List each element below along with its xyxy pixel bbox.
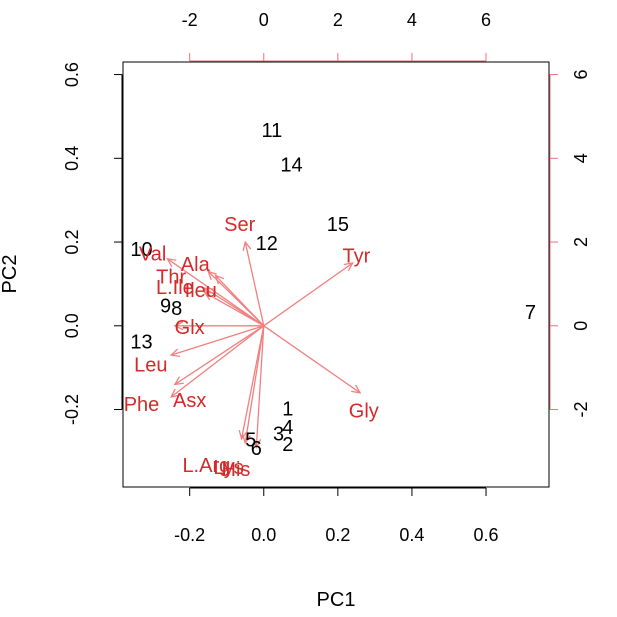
variable-arrowhead <box>214 274 225 285</box>
variable-arrow-tyr <box>263 262 354 327</box>
y-tick-label: 0.2 <box>62 230 82 255</box>
variable-arrowhead <box>252 438 262 449</box>
variable-arrow-val <box>167 258 265 327</box>
observation-label-5: 5 <box>245 430 256 452</box>
variable-arrowhead <box>166 257 177 267</box>
variable-arrowhead <box>343 262 354 272</box>
variable-arrow-lys <box>244 325 265 444</box>
variable-label-thr: Thr <box>156 266 186 288</box>
variable-label-l-ile: L.Ile <box>156 277 194 299</box>
observation-label-2: 2 <box>282 434 293 456</box>
variable-label-l-arg: L.Arg <box>182 455 230 477</box>
variable-arrowhead <box>169 388 181 398</box>
variable-label-tyr: Tyr <box>342 245 370 267</box>
variable-label-asx: Asx <box>173 390 206 412</box>
variable-label-glx: Glx <box>175 317 205 339</box>
y-tick-label: 0.6 <box>62 62 82 87</box>
observation-label-15: 15 <box>327 214 349 236</box>
observation-label-13: 13 <box>130 331 152 353</box>
variable-arrowhead <box>203 287 214 297</box>
variable-arrowhead <box>238 429 248 441</box>
top-axis-tick-label: 6 <box>481 10 491 30</box>
right-axis-tick-label: 0 <box>571 321 591 331</box>
right-axis-tick-label: 6 <box>571 70 591 80</box>
observation-label-6: 6 <box>251 438 262 460</box>
variable-arrowhead <box>173 321 184 331</box>
observation-label-11: 11 <box>262 120 283 142</box>
plot-frame <box>122 61 550 488</box>
variable-arrow-phe <box>174 325 265 385</box>
observation-label-7: 7 <box>525 302 536 324</box>
observation-label-12: 12 <box>256 233 278 255</box>
variable-arrowhead <box>242 434 251 445</box>
variable-arrow-leu <box>170 325 264 356</box>
variable-arrow-gly <box>263 325 361 394</box>
variable-arrow-l-arg <box>240 325 265 439</box>
variable-label-ileu: Ileu <box>185 280 217 302</box>
variable-arrowhead <box>203 291 214 301</box>
top-axis-tick-label: 2 <box>333 10 343 30</box>
observation-label-4: 4 <box>282 417 293 439</box>
observation-label-10: 10 <box>130 239 152 261</box>
variable-arrow-asx <box>170 325 265 398</box>
variable-arrowhead <box>242 240 252 251</box>
top-axis-tick-label: 0 <box>259 10 269 30</box>
right-axis-tick-label: 4 <box>571 153 591 163</box>
top-axis-tick-label: 4 <box>407 10 417 30</box>
y-axis-title: PC2 <box>0 255 21 294</box>
top-axis-tick-label: -2 <box>182 10 198 30</box>
y-tick-label: 0.0 <box>62 313 82 338</box>
y-tick-label: -0.2 <box>62 394 82 425</box>
variable-label-phe: Phe <box>124 394 160 416</box>
variable-arrowhead <box>207 270 217 281</box>
variable-arrowhead <box>169 348 181 358</box>
x-tick-label: 0.6 <box>474 525 499 545</box>
y-tick-label: 0.4 <box>62 146 82 171</box>
variable-label-ser: Ser <box>224 214 255 236</box>
observation-label-1: 1 <box>282 398 293 420</box>
variable-label-ala: Ala <box>181 254 211 276</box>
right-axis-tick-label: -2 <box>571 402 591 418</box>
observation-label-8: 8 <box>171 298 182 320</box>
variable-label-gly: Gly <box>349 400 379 422</box>
x-tick-label: 0.2 <box>325 525 350 545</box>
x-tick-label: 0.4 <box>399 525 424 545</box>
variable-arrow-thr <box>215 275 265 327</box>
observation-label-9: 9 <box>160 296 171 318</box>
axes-layer: -0.2 0.0 0.2 0.4 0.6-0.20.00.20.40.6-2 0 2 4 6-2… <box>62 10 591 545</box>
variable-label-his: His <box>222 459 251 481</box>
variable-arrow-ser <box>244 241 265 326</box>
observation-label-3: 3 <box>273 423 284 445</box>
x-axis-title: PC1 <box>317 589 356 611</box>
variable-label-leu: Leu <box>134 354 167 376</box>
variable-label-val: Val <box>139 243 166 265</box>
variable-arrow-his <box>255 325 265 448</box>
variable-label-lys: Lys <box>213 457 243 479</box>
variable-arrow-ileu <box>204 291 265 327</box>
x-tick-label: -0.2 <box>174 525 205 545</box>
variable-arrowhead <box>351 384 362 394</box>
observation-label-14: 14 <box>280 155 302 177</box>
x-tick-label: 0.0 <box>251 525 276 545</box>
variable-arrows-layer <box>166 240 362 449</box>
variable-arrowhead <box>173 376 184 386</box>
right-axis-tick-label: 2 <box>571 237 591 247</box>
